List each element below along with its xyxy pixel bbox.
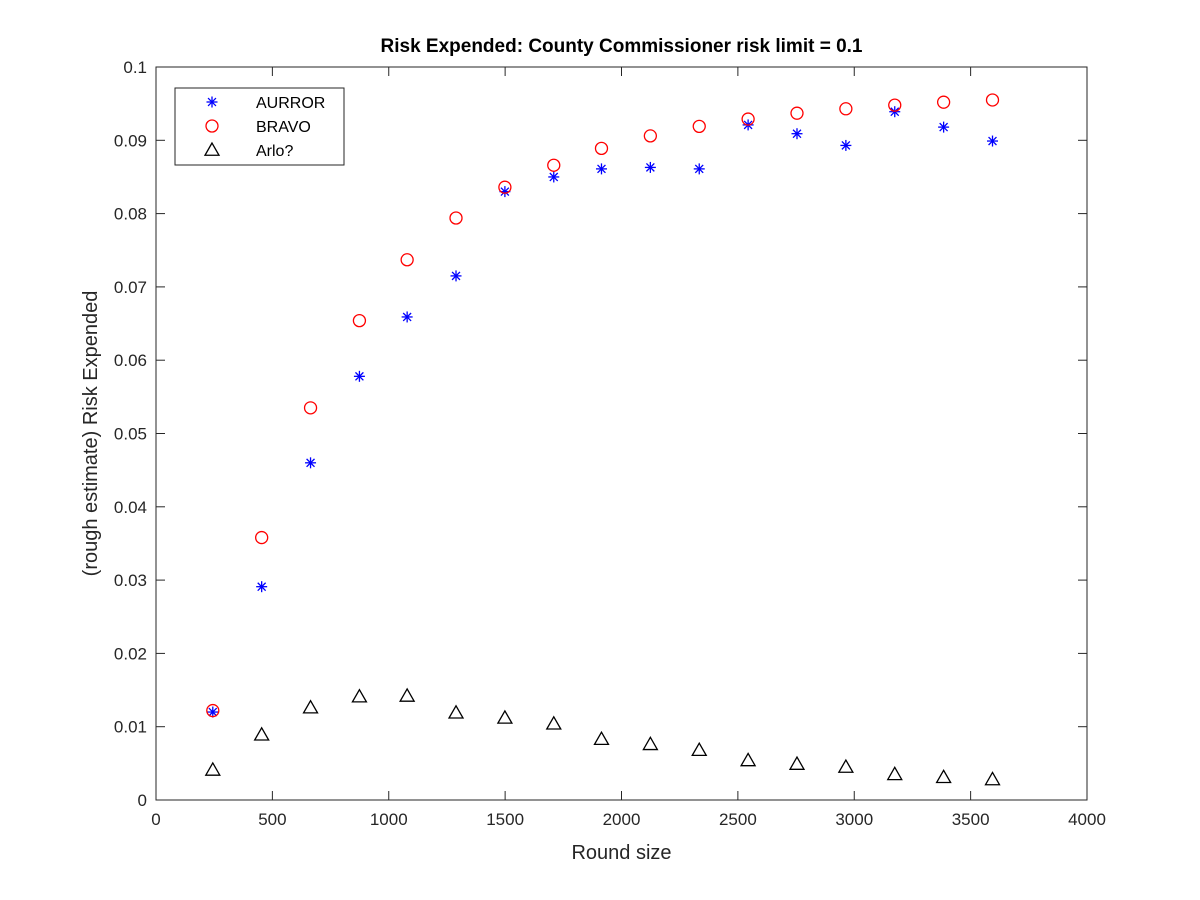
aurror-point (305, 457, 317, 469)
axis-ticks: 0 500 1000 1500 2000 2500 3000 3500 4000 0 0.01 0.0… (114, 58, 1106, 829)
y-tick-label: 0.05 (114, 425, 147, 444)
arlo-point (545, 715, 562, 730)
x-tick-label: 3500 (952, 810, 990, 829)
bravo-point (790, 106, 804, 120)
arlo-point (984, 771, 1001, 786)
legend-label: Arlo? (256, 143, 293, 160)
legend-marker (206, 96, 218, 108)
y-tick-label: 0.04 (114, 498, 147, 517)
y-tick-label: 0.07 (114, 278, 147, 297)
y-tick-label: 0 (138, 791, 147, 810)
aurror-point (595, 163, 607, 175)
bravo-point (498, 180, 512, 194)
bravo-point (741, 112, 755, 126)
bravo-point (643, 129, 658, 143)
x-axis-label: Round size (571, 842, 671, 864)
aurror-point (693, 163, 705, 175)
bravo-point (303, 401, 318, 415)
aurror-point (450, 270, 462, 282)
bravo-point (692, 119, 706, 134)
arlo-point (302, 699, 319, 714)
arlo-point (837, 758, 854, 773)
y-tick-label: 0.06 (114, 351, 147, 370)
arlo-point (691, 741, 708, 757)
y-tick-label: 0.09 (114, 131, 147, 150)
y-tick-label: 0.1 (123, 58, 147, 77)
aurror-point (840, 139, 852, 151)
bravo-point (255, 530, 269, 545)
arlo-point (593, 730, 610, 746)
x-tick-label: 4000 (1068, 810, 1106, 829)
arlo-point (204, 761, 221, 776)
legend-label: AURROR (256, 95, 325, 112)
y-tick-label: 0.01 (114, 718, 147, 737)
bravo-point (547, 158, 561, 172)
aurror-point (987, 135, 999, 147)
arlo-point (935, 768, 952, 784)
legend-marker (203, 141, 221, 156)
legend: AURROR BRAVO Arlo? (174, 87, 345, 166)
chart-title: Risk Expended: County Commissioner risk … (381, 36, 863, 57)
aurror-point (401, 311, 413, 323)
y-tick-label: 0.08 (114, 205, 147, 224)
x-tick-label: 1000 (370, 810, 408, 829)
aurror-point (791, 128, 803, 140)
aurror-point (644, 161, 656, 173)
bravo-point (449, 211, 463, 225)
arlo-point (399, 687, 416, 702)
aurror-point (353, 370, 365, 382)
bravo-point (888, 98, 902, 112)
arlo-point (886, 766, 903, 781)
bravo-point (839, 102, 853, 116)
x-tick-label: 3000 (835, 810, 873, 829)
x-tick-label: 2500 (719, 810, 757, 829)
aurror-point (256, 581, 268, 593)
legend-label: BRAVO (256, 119, 311, 136)
arlo-point (642, 735, 659, 751)
arlo-point (447, 704, 465, 719)
bravo-point (985, 93, 1000, 107)
x-tick-label: 0 (151, 810, 160, 829)
plot-area (155, 66, 1088, 801)
arlo-point (496, 709, 514, 724)
bravo-point (352, 313, 367, 328)
y-tick-label: 0.03 (114, 571, 147, 590)
bravo-point (936, 95, 951, 109)
aurror-point (207, 706, 219, 718)
aurror-point (548, 171, 560, 183)
data-markers (204, 93, 1001, 786)
legend-marker (205, 119, 219, 133)
y-axis-label: (rough estimate) Risk Expended (80, 291, 102, 577)
bravo-point (400, 253, 414, 267)
arlo-point (739, 752, 757, 767)
x-tick-label: 2000 (603, 810, 641, 829)
arlo-point (253, 726, 270, 741)
x-tick-label: 1500 (486, 810, 524, 829)
y-tick-label: 0.02 (114, 644, 147, 663)
x-tick-label: 500 (258, 810, 286, 829)
bravo-point (206, 703, 220, 718)
aurror-point (938, 121, 950, 133)
arlo-point (351, 688, 368, 703)
legend-box (174, 87, 345, 166)
arlo-point (788, 755, 806, 770)
bravo-point (594, 141, 609, 156)
